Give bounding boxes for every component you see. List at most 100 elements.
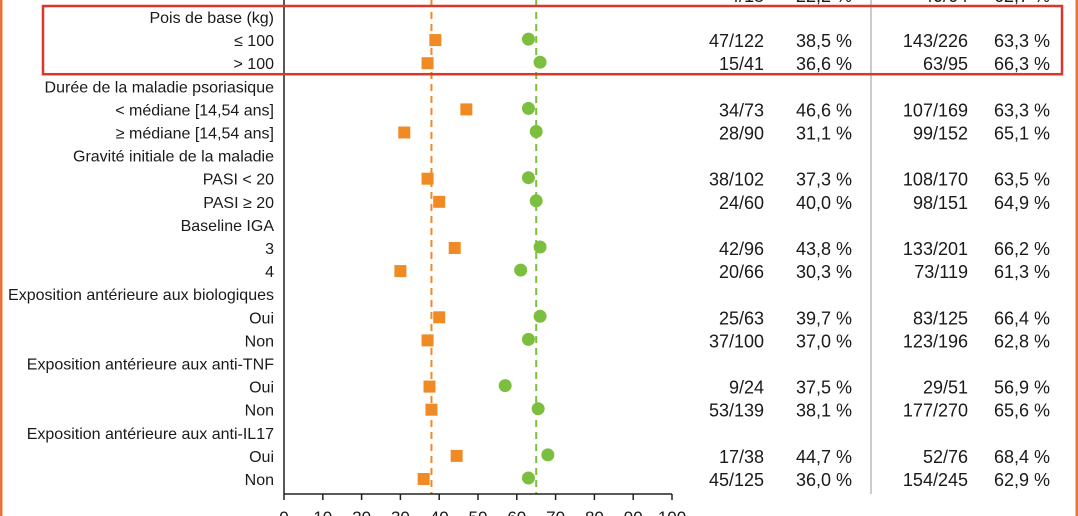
orange-square-marker	[398, 126, 411, 139]
green-circle-marker	[521, 471, 535, 485]
row-col1: 53/139	[709, 401, 764, 421]
x-tick-label: 70	[546, 508, 565, 516]
row-col1: 25/63	[719, 308, 764, 328]
top-row-col2: 22,2 %	[796, 0, 852, 6]
row-col2: 43,8 %	[796, 239, 852, 259]
x-tick-label: 100	[658, 508, 686, 516]
row-col1: 34/73	[719, 100, 764, 120]
row-col2: 40,0 %	[796, 193, 852, 213]
x-tick-label: 20	[352, 508, 371, 516]
group-title: Durée de la maladie psoriasique	[45, 79, 275, 96]
row-col1: 20/66	[719, 262, 764, 282]
row-label: Oui	[249, 380, 274, 397]
x-tick-label: 90	[624, 508, 643, 516]
group-title: Gravité initiale de la maladie	[73, 149, 274, 166]
orange-square-marker	[450, 449, 463, 462]
row-col3: 52/76	[923, 447, 968, 467]
row-col1: 28/90	[719, 124, 764, 144]
row-col1: 17/38	[719, 447, 764, 467]
row-col3: 99/152	[913, 124, 968, 144]
row-label: PASI < 20	[203, 172, 274, 189]
row-col3: 98/151	[913, 193, 968, 213]
green-circle-marker	[533, 240, 547, 254]
row-label: ≤ 100	[234, 33, 274, 50]
row-col4: 56,9 %	[994, 378, 1050, 398]
row-col3: 29/51	[923, 378, 968, 398]
group-title: Exposition antérieure aux biologiques	[8, 287, 274, 304]
x-tick-label: 80	[585, 508, 604, 516]
green-circle-marker	[533, 55, 547, 69]
orange-square-marker	[460, 103, 473, 116]
row-col4: 68,4 %	[994, 447, 1050, 467]
row-label: Oui	[249, 449, 274, 466]
row-col1: 45/125	[709, 470, 764, 490]
row-col1: 24/60	[719, 193, 764, 213]
row-col4: 61,3 %	[994, 262, 1050, 282]
row-col2: 37,3 %	[796, 170, 852, 190]
green-circle-marker	[498, 379, 512, 393]
x-tick-label: 10	[313, 508, 332, 516]
row-col1: 37/100	[709, 331, 764, 351]
row-label: Non	[245, 403, 274, 420]
green-circle-marker	[529, 194, 543, 208]
row-label: 4	[265, 264, 274, 281]
top-row-col1: 4/18	[729, 0, 764, 6]
row-col2: 30,3 %	[796, 262, 852, 282]
row-col3: 63/95	[923, 54, 968, 74]
row-label: Non	[245, 472, 274, 489]
row-col1: 38/102	[709, 170, 764, 190]
row-col4: 63,5 %	[994, 170, 1050, 190]
row-col1: 42/96	[719, 239, 764, 259]
row-col4: 66,4 %	[994, 308, 1050, 328]
green-circle-marker	[514, 263, 528, 277]
row-label: ≥ médiane [14,54 ans]	[116, 126, 274, 143]
row-col2: 31,1 %	[796, 124, 852, 144]
row-col4: 65,1 %	[994, 124, 1050, 144]
orange-square-marker	[433, 311, 446, 324]
orange-square-marker	[421, 172, 434, 185]
row-col3: 73/119	[914, 262, 968, 282]
row-col2: 36,6 %	[796, 54, 852, 74]
row-label: 3	[265, 241, 274, 258]
row-col2: 39,7 %	[796, 308, 852, 328]
row-col3: 107/169	[903, 100, 968, 120]
orange-square-marker	[429, 34, 442, 47]
green-circle-marker	[529, 125, 543, 138]
row-col3: 133/201	[903, 239, 968, 259]
row-col4: 64,9 %	[994, 193, 1050, 213]
group-title: Exposition antérieure aux anti-TNF	[27, 357, 274, 374]
orange-square-marker	[423, 380, 436, 393]
row-col3: 154/245	[903, 470, 968, 490]
group-title: Pois de base (kg)	[149, 10, 274, 27]
orange-square-marker	[425, 403, 438, 416]
orange-square-marker	[433, 195, 446, 208]
row-label: > 100	[234, 56, 275, 73]
top-row-col3: 40/64	[923, 0, 968, 6]
orange-square-marker	[421, 334, 434, 347]
row-col4: 65,6 %	[994, 401, 1050, 421]
group-title: Baseline IGA	[181, 218, 275, 235]
row-col2: 37,5 %	[796, 378, 852, 398]
green-circle-marker	[531, 402, 545, 416]
row-col1: 15/41	[719, 54, 764, 74]
orange-square-marker	[421, 57, 434, 70]
row-col3: 83/125	[913, 308, 968, 328]
row-col2: 36,0 %	[796, 470, 852, 490]
green-circle-marker	[521, 171, 535, 185]
row-col3: 177/270	[903, 401, 968, 421]
orange-square-marker	[394, 265, 407, 278]
row-col4: 63,3 %	[994, 100, 1050, 120]
row-label: PASI ≥ 20	[203, 195, 274, 212]
green-circle-marker	[541, 448, 555, 462]
row-col3: 143/226	[903, 31, 968, 51]
row-col4: 66,3 %	[994, 54, 1050, 74]
row-label: Oui	[249, 310, 274, 327]
x-tick-label: 50	[469, 508, 488, 516]
x-tick-label: 40	[430, 508, 449, 516]
row-col3: 123/196	[903, 331, 968, 351]
green-circle-marker	[521, 332, 535, 346]
row-col4: 66,2 %	[994, 239, 1050, 259]
row-col3: 108/170	[903, 170, 968, 190]
